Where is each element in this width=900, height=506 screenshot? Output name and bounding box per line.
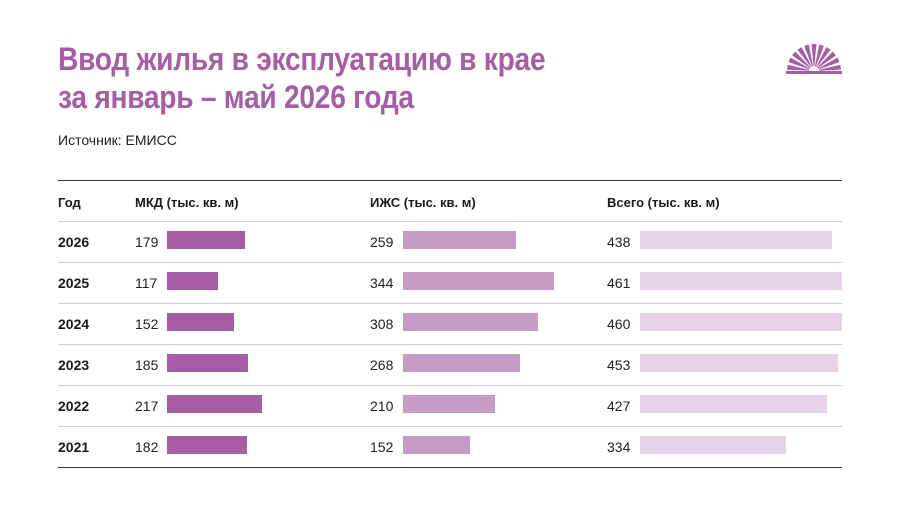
table-top-rule xyxy=(58,180,842,181)
total-bar xyxy=(640,231,832,249)
year-label: 2026 xyxy=(58,234,90,250)
logo-ray xyxy=(787,64,810,71)
izhs-bar xyxy=(403,272,554,290)
logo-ray xyxy=(814,44,824,67)
total-value: 427 xyxy=(607,398,631,414)
table-bottom-rule xyxy=(58,467,842,468)
row-separator xyxy=(58,221,842,222)
chart-title: Ввод жилья в эксплуатацию в крае за янва… xyxy=(58,40,621,116)
table-row: 2024 152 308 460 xyxy=(58,303,842,344)
chart-title-line1: Ввод жилья в эксплуатацию в крае xyxy=(58,41,546,77)
izhs-value: 308 xyxy=(370,316,394,332)
izhs-bar xyxy=(403,354,520,372)
logo-ray xyxy=(804,44,814,67)
row-separator xyxy=(58,344,842,345)
row-separator xyxy=(58,303,842,304)
year-label: 2025 xyxy=(58,275,90,291)
total-value: 334 xyxy=(607,439,631,455)
logo-ray xyxy=(792,51,811,69)
izhs-bar xyxy=(403,313,538,331)
header-year: Год xyxy=(58,195,81,210)
row-separator xyxy=(58,426,842,427)
mkd-bar xyxy=(167,231,245,249)
table-row: 2026 179 259 438 xyxy=(58,221,842,262)
logo-ray xyxy=(797,47,812,68)
total-bar xyxy=(640,436,786,454)
header-total: Всего (тыс. кв. м) xyxy=(607,195,720,210)
total-value: 453 xyxy=(607,357,631,373)
total-value: 461 xyxy=(607,275,631,291)
mkd-bar xyxy=(167,272,218,290)
table-row: 2022 217 210 427 xyxy=(58,385,842,426)
chart-title-line2: за январь – май 2026 года xyxy=(58,79,414,115)
logo-ray xyxy=(817,51,836,69)
izhs-value: 344 xyxy=(370,275,394,291)
mkd-value: 217 xyxy=(135,398,159,414)
mkd-value: 182 xyxy=(135,439,159,455)
mkd-bar xyxy=(167,436,247,454)
row-separator xyxy=(58,385,842,386)
mkd-value: 117 xyxy=(135,275,158,291)
year-label: 2023 xyxy=(58,357,90,373)
total-bar xyxy=(640,395,827,413)
row-separator xyxy=(58,262,842,263)
total-bar xyxy=(640,354,838,372)
mkd-bar xyxy=(167,313,234,331)
logo-ray xyxy=(788,57,810,70)
mkd-bar xyxy=(167,395,262,413)
izhs-bar xyxy=(403,395,495,413)
logo-ray xyxy=(811,44,817,67)
table-row: 2025 117 344 461 xyxy=(58,262,842,303)
total-value: 438 xyxy=(607,234,631,250)
total-bar xyxy=(640,272,842,290)
year-label: 2022 xyxy=(58,398,90,414)
izhs-value: 259 xyxy=(370,234,394,250)
izhs-value: 152 xyxy=(370,439,394,455)
logo-ray xyxy=(818,57,840,70)
logo-ray xyxy=(816,47,831,68)
header-mkd: МКД (тыс. кв. м) xyxy=(135,195,239,210)
table-row: 2023 185 268 453 xyxy=(58,344,842,385)
mkd-value: 152 xyxy=(135,316,159,332)
logo-ray xyxy=(818,64,841,71)
izhs-bar xyxy=(403,231,516,249)
source-note: Источник: ЕМИСС xyxy=(58,132,177,148)
sunburst-logo-icon xyxy=(786,44,842,74)
header-izhs: ИЖС (тыс. кв. м) xyxy=(370,195,476,210)
izhs-bar xyxy=(403,436,470,454)
mkd-value: 185 xyxy=(135,357,159,373)
mkd-bar xyxy=(167,354,248,372)
table-row: 2021 182 152 334 xyxy=(58,426,842,467)
mkd-value: 179 xyxy=(135,234,159,250)
year-label: 2021 xyxy=(58,439,90,455)
izhs-value: 210 xyxy=(370,398,394,414)
izhs-value: 268 xyxy=(370,357,394,373)
total-value: 460 xyxy=(607,316,631,332)
total-bar xyxy=(640,313,842,331)
year-label: 2024 xyxy=(58,316,90,332)
